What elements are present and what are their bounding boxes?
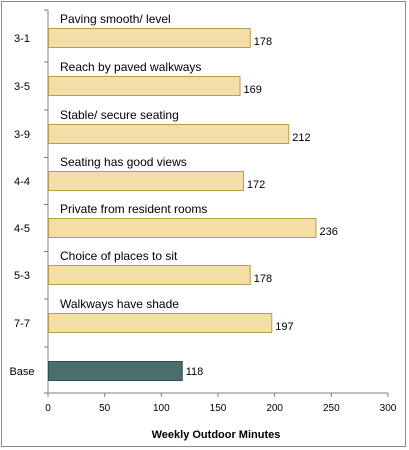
bar-annotation: Seating has good views xyxy=(60,155,187,169)
bar-annotation: Walkways have shade xyxy=(60,297,179,311)
bar xyxy=(48,313,273,333)
y-tick-label: Base xyxy=(9,366,34,378)
bar-annotation: Choice of places to sit xyxy=(60,249,178,263)
data-label: 118 xyxy=(186,366,204,378)
x-tick-label: 200 xyxy=(266,403,283,414)
bar xyxy=(48,76,241,96)
bar-annotation: Stable/ secure seating xyxy=(60,108,179,122)
bar xyxy=(48,28,251,48)
bar-annotation: Reach by paved walkways xyxy=(60,60,201,74)
y-tick-label: 5-3 xyxy=(14,270,30,282)
y-tick-label: 4-4 xyxy=(14,176,30,188)
x-tick-label: 100 xyxy=(153,403,170,414)
y-tick-label: 3-5 xyxy=(14,81,30,93)
x-tick-label: 50 xyxy=(99,403,111,414)
y-tick-label: 4-5 xyxy=(14,223,30,235)
y-tick-label: 3-9 xyxy=(14,129,30,141)
data-label: 178 xyxy=(254,36,272,48)
y-tick-label: 3-1 xyxy=(14,33,30,45)
bar-annotation: Paving smooth/ level xyxy=(60,12,171,26)
x-tick-label: 250 xyxy=(323,403,340,414)
x-tick-label: 300 xyxy=(380,403,397,414)
data-label: 172 xyxy=(247,179,265,191)
bar-annotation: Private from resident rooms xyxy=(60,202,207,216)
y-tick-label: 7-7 xyxy=(14,318,30,330)
data-label: 197 xyxy=(275,321,293,333)
plot-area: 0 50 100 150 200 250 300 178 3-1 Paving smooth/ l… xyxy=(9,9,397,414)
x-axis-title: Weekly Outdoor Minutes xyxy=(152,429,281,441)
bar xyxy=(48,171,244,191)
x-tick-label: 150 xyxy=(210,403,227,414)
data-label: 178 xyxy=(254,273,272,285)
data-label: 169 xyxy=(244,84,262,96)
data-label: 212 xyxy=(292,132,310,144)
bar xyxy=(48,218,317,238)
bar-base xyxy=(48,361,183,381)
x-tick-label: 0 xyxy=(45,403,51,414)
bar xyxy=(48,265,251,285)
data-label: 236 xyxy=(319,226,337,238)
bar xyxy=(48,124,290,144)
